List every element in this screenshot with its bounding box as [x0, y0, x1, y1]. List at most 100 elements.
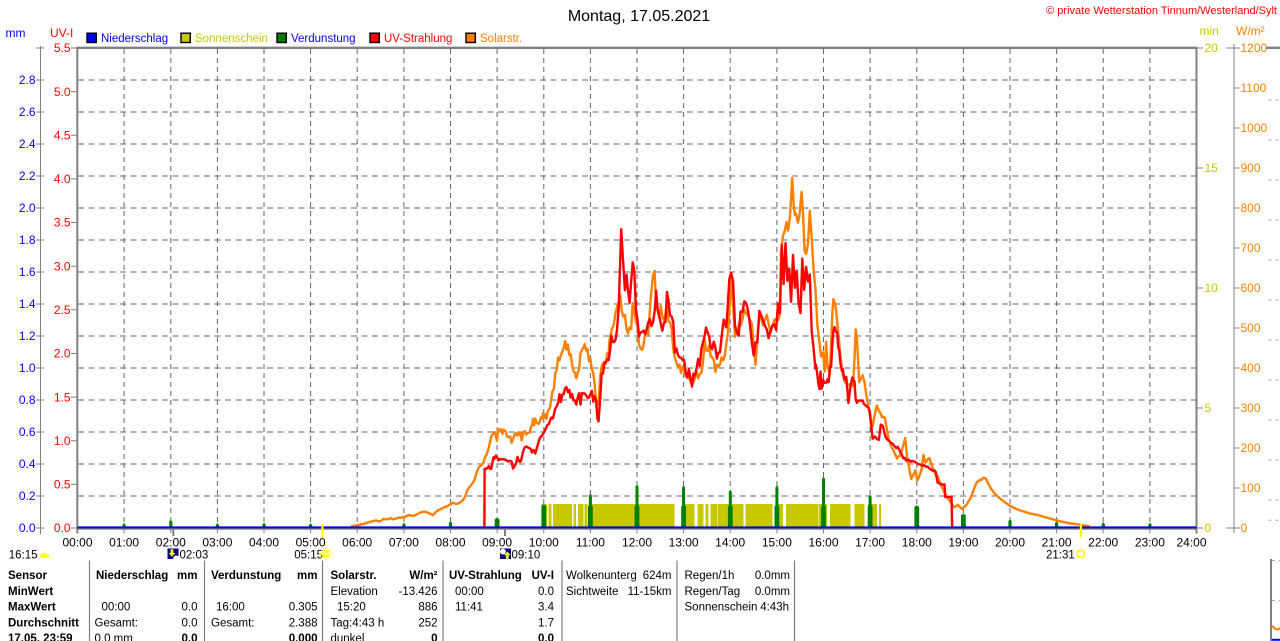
svg-text:0.0: 0.0 — [538, 586, 554, 598]
svg-text:0.000: 0.000 — [289, 633, 318, 641]
svg-text:Sensor: Sensor — [8, 570, 48, 582]
svg-text:Sonnenschein: Sonnenschein — [685, 602, 758, 614]
svg-text:0.305: 0.305 — [289, 602, 318, 614]
svg-text:1.6: 1.6 — [19, 265, 36, 279]
svg-text:00:00: 00:00 — [62, 536, 92, 550]
svg-text:1.5: 1.5 — [54, 390, 71, 404]
svg-text:15: 15 — [1205, 161, 1219, 175]
svg-text:252: 252 — [418, 617, 437, 629]
svg-text:Regen/1h: Regen/1h — [685, 570, 735, 582]
svg-text:MaxWert: MaxWert — [8, 602, 56, 614]
svg-text:Gesamt:: Gesamt: — [95, 617, 138, 629]
svg-text:0.0: 0.0 — [182, 633, 198, 641]
svg-text:11:41: 11:41 — [455, 602, 483, 614]
svg-text:09:00: 09:00 — [482, 536, 512, 550]
svg-text:11-15km: 11-15km — [628, 586, 672, 598]
svg-text:UV-Strahlung: UV-Strahlung — [449, 570, 522, 582]
svg-text:886: 886 — [418, 602, 437, 614]
svg-text:18:00: 18:00 — [902, 536, 932, 550]
svg-text:2.2: 2.2 — [19, 169, 36, 183]
svg-text:0.5: 0.5 — [54, 478, 71, 492]
svg-text:1.2: 1.2 — [19, 329, 36, 343]
svg-text:15:00: 15:00 — [762, 536, 792, 550]
svg-text:23:00: 23:00 — [1135, 536, 1165, 550]
svg-text:24:00: 24:00 — [1176, 536, 1206, 550]
svg-text:Solarstr.: Solarstr. — [331, 570, 377, 582]
svg-text:16:00: 16:00 — [808, 536, 838, 550]
svg-text:0.0: 0.0 — [182, 617, 198, 629]
svg-text:mm: mm — [177, 570, 197, 582]
svg-text:10:00: 10:00 — [529, 536, 559, 550]
svg-text:MinWert: MinWert — [8, 586, 53, 598]
svg-text:0.0mm: 0.0mm — [755, 586, 790, 598]
svg-text:1200: 1200 — [1241, 41, 1268, 55]
svg-text:1.8: 1.8 — [19, 233, 36, 247]
svg-text:13:00: 13:00 — [669, 536, 699, 550]
svg-text:05:00: 05:00 — [296, 536, 326, 550]
svg-text:UV-I: UV-I — [50, 26, 73, 40]
svg-text:Verdunstung: Verdunstung — [211, 570, 281, 582]
svg-text:Regen/Tag: Regen/Tag — [685, 586, 741, 598]
svg-text:02:03: 02:03 — [180, 550, 209, 562]
svg-text:00:00: 00:00 — [455, 586, 484, 598]
svg-text:Montag, 17.05.2021: Montag, 17.05.2021 — [568, 8, 710, 25]
svg-text:4.0: 4.0 — [54, 172, 71, 186]
svg-text:01:00: 01:00 — [109, 536, 139, 550]
svg-text:624m: 624m — [643, 570, 672, 582]
svg-text:16:15: 16:15 — [9, 550, 38, 562]
svg-text:20: 20 — [1205, 41, 1219, 55]
svg-text:2.4: 2.4 — [19, 137, 36, 151]
svg-text:2.6: 2.6 — [19, 105, 36, 119]
svg-text:Sonnenschein: Sonnenschein — [195, 33, 268, 45]
svg-text:W/m²: W/m² — [1236, 24, 1265, 38]
svg-text:1100: 1100 — [1241, 81, 1267, 95]
svg-text:10: 10 — [1205, 281, 1219, 295]
svg-text:09:10: 09:10 — [512, 550, 541, 562]
svg-text:300: 300 — [1241, 401, 1261, 415]
svg-text:16:00: 16:00 — [216, 602, 245, 614]
svg-text:0.0: 0.0 — [19, 521, 36, 535]
svg-text:1.0: 1.0 — [54, 434, 71, 448]
svg-text:07:00: 07:00 — [389, 536, 419, 550]
svg-text:100: 100 — [1241, 481, 1261, 495]
svg-text:1.4: 1.4 — [19, 297, 36, 311]
svg-text:600: 600 — [1241, 281, 1261, 295]
svg-text:Wolkenunterg: Wolkenunterg — [566, 570, 637, 582]
svg-text:5.0: 5.0 — [54, 85, 71, 99]
svg-text:400: 400 — [1241, 361, 1261, 375]
svg-text:00:00: 00:00 — [102, 602, 131, 614]
svg-text:0.6: 0.6 — [19, 425, 36, 439]
svg-text:06:00: 06:00 — [342, 536, 372, 550]
svg-text:11:00: 11:00 — [576, 536, 605, 550]
svg-text:5: 5 — [1205, 401, 1212, 415]
svg-text:21:31: 21:31 — [1046, 550, 1075, 562]
svg-text:Gesamt:: Gesamt: — [211, 617, 254, 629]
svg-text:Elevation: Elevation — [331, 586, 378, 598]
svg-text:Verdunstung: Verdunstung — [291, 33, 356, 45]
svg-text:dunkel: dunkel — [331, 633, 365, 641]
svg-text:08:00: 08:00 — [435, 536, 465, 550]
svg-text:3.5: 3.5 — [54, 216, 71, 230]
svg-text:W/m²: W/m² — [409, 570, 437, 582]
svg-text:0.0: 0.0 — [182, 602, 198, 614]
svg-text:0.4: 0.4 — [19, 457, 36, 471]
svg-text:2.388: 2.388 — [289, 617, 318, 629]
svg-text:17.05. 23:59: 17.05. 23:59 — [8, 633, 73, 641]
svg-text:0: 0 — [1241, 521, 1248, 535]
svg-text:-13.426: -13.426 — [398, 586, 437, 598]
svg-text:19:00: 19:00 — [948, 536, 978, 550]
svg-text:2.0: 2.0 — [19, 201, 36, 215]
svg-text:min: min — [1200, 24, 1219, 38]
svg-text:0.8: 0.8 — [19, 393, 36, 407]
svg-text:Durchschnitt: Durchschnitt — [8, 617, 79, 629]
svg-text:05:15: 05:15 — [294, 550, 323, 562]
svg-text:3.4: 3.4 — [538, 602, 555, 614]
svg-text:5.5: 5.5 — [54, 41, 71, 55]
svg-text:2.5: 2.5 — [54, 303, 71, 317]
svg-text:2.0: 2.0 — [54, 347, 71, 361]
svg-text:500: 500 — [1241, 321, 1261, 335]
svg-text:1.0: 1.0 — [19, 361, 36, 375]
svg-text:mm: mm — [6, 26, 26, 40]
svg-text:4.5: 4.5 — [54, 129, 71, 143]
svg-text:21:00: 21:00 — [1042, 536, 1072, 550]
